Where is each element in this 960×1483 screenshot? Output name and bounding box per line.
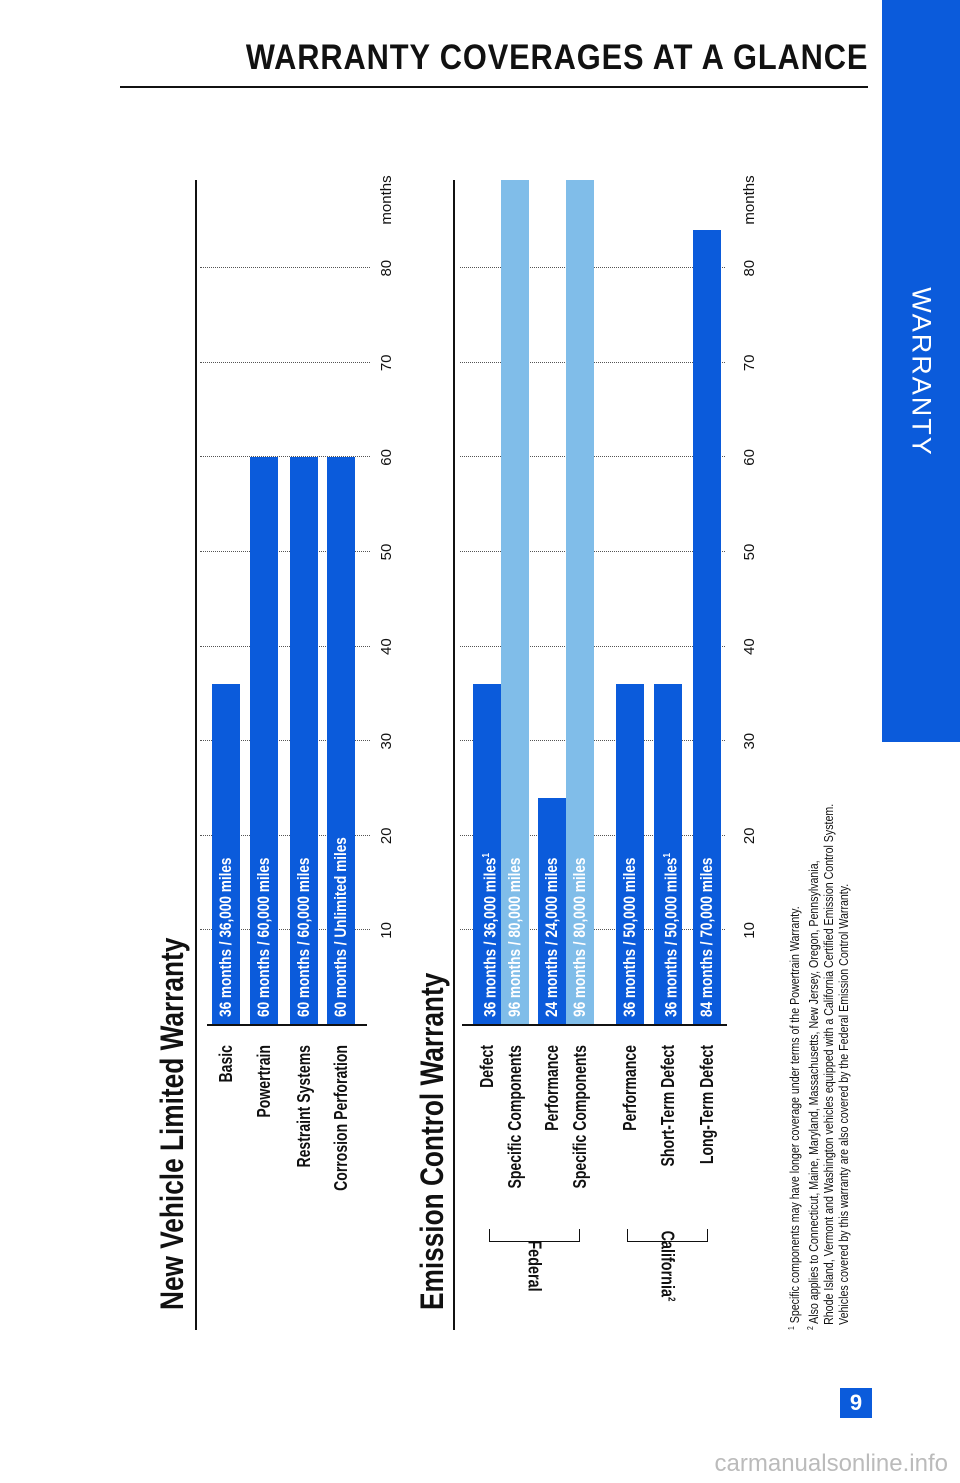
bar-label: 24 months / 24,000 miles bbox=[538, 857, 566, 1017]
bar-label: 96 months / 80,000 miles bbox=[566, 857, 594, 1017]
group-label-text: California bbox=[657, 1230, 677, 1297]
x-tick-label: 80 bbox=[741, 259, 758, 277]
watermark: carmanualsonline.info bbox=[714, 1450, 948, 1477]
bar-label-text: 24 months / 24,000 miles bbox=[542, 857, 561, 1017]
x-tick-label: 40 bbox=[378, 638, 395, 655]
footnote-mark: 1 bbox=[787, 1326, 796, 1330]
footnote-mark: 1 bbox=[662, 853, 673, 858]
bar-label-text: 36 months / 36,000 miles bbox=[480, 857, 500, 1017]
x-tick-label: 10 bbox=[378, 922, 395, 939]
bar-label-text: 96 months / 80,000 miles bbox=[505, 857, 524, 1017]
x-tick-label: 30 bbox=[741, 732, 758, 750]
x-tick-label: 60 bbox=[378, 449, 395, 466]
x-tick-label: 10 bbox=[741, 922, 758, 939]
bar-label-text: 84 months / 70,000 miles bbox=[697, 857, 716, 1017]
x-axis-label: months bbox=[741, 175, 758, 225]
page-number: 9 bbox=[840, 1388, 872, 1418]
footnote-line-text: Vehicles covered by this warranty are al… bbox=[837, 883, 852, 1325]
x-axis-label: months bbox=[378, 175, 395, 225]
bar-label-text: 60 months / 60,000 miles bbox=[294, 857, 313, 1017]
side-tab-band: WARRANTY bbox=[882, 0, 960, 742]
chart-title-new-vehicle: New Vehicle Limited Warranty bbox=[154, 937, 190, 1310]
header-divider bbox=[120, 86, 868, 88]
zero-axis bbox=[207, 1024, 367, 1026]
bar-label-text: 36 months / 50,000 miles bbox=[620, 857, 639, 1017]
footnote-mark: 1 bbox=[481, 853, 492, 858]
row-label: Basic bbox=[216, 1045, 236, 1083]
gridline bbox=[200, 361, 370, 363]
chart-title-emission: Emission Control Warranty bbox=[414, 972, 450, 1310]
footnote-line-text: Specific components may have longer cove… bbox=[788, 906, 803, 1324]
bar-label: 84 months / 70,000 miles bbox=[693, 857, 721, 1017]
x-tick-label: 60 bbox=[741, 449, 758, 466]
bar-label-text: 96 months / 80,000 miles bbox=[570, 857, 589, 1017]
bar-label: 36 months / 50,000 miles1 bbox=[654, 853, 686, 1017]
footnotes: 1 Specific components may have longer co… bbox=[784, 711, 852, 1330]
section-divider bbox=[453, 180, 455, 1330]
x-tick-label: 50 bbox=[741, 543, 758, 561]
row-label: Corrosion Perforation bbox=[331, 1045, 351, 1191]
footnote-line: 1 Specific components may have longer co… bbox=[784, 804, 803, 1330]
bar-label-text: 60 months / 60,000 miles bbox=[254, 857, 273, 1017]
group-label: California2 bbox=[656, 1231, 677, 1302]
footnote-line: Rhode Island, Vermont and Washington veh… bbox=[822, 804, 837, 1330]
bar-label: 60 months / 60,000 miles bbox=[290, 857, 318, 1017]
group-label-text: Federal bbox=[524, 1240, 544, 1292]
bar-label-text: 36 months / 36,000 miles bbox=[216, 857, 235, 1017]
side-tab-label: WARRANTY bbox=[906, 287, 937, 457]
group-label: Federal bbox=[523, 1240, 544, 1291]
x-tick-label: 70 bbox=[741, 354, 758, 372]
x-tick-label: 50 bbox=[378, 543, 395, 561]
zero-axis bbox=[462, 1024, 727, 1026]
bar-label: 96 months / 80,000 miles bbox=[501, 857, 529, 1017]
bar-label: 60 months / Unlimited miles bbox=[327, 837, 355, 1017]
bar-label: 36 months / 36,000 miles1 bbox=[473, 853, 505, 1017]
row-label: Restraint Systems bbox=[294, 1045, 314, 1168]
footnote-line-text: Also applies to Connecticut, Maine, Mary… bbox=[807, 860, 822, 1324]
x-tick-label: 20 bbox=[741, 827, 758, 845]
x-tick-label: 20 bbox=[378, 827, 395, 845]
page-title: WARRANTY COVERAGES AT A GLANCE bbox=[245, 38, 868, 77]
x-tick-label: 40 bbox=[741, 638, 758, 655]
bar-label: 36 months / 36,000 miles bbox=[212, 857, 240, 1017]
footnote-text: 1 Specific components may have longer co… bbox=[784, 804, 852, 1330]
footnote-line: 2 Also applies to Connecticut, Maine, Ma… bbox=[803, 804, 822, 1330]
footnote-line: Vehicles covered by this warranty are al… bbox=[837, 804, 852, 1330]
x-tick-label: 30 bbox=[378, 732, 395, 750]
footnote-mark: 2 bbox=[806, 1326, 816, 1330]
row-label: Powertrain bbox=[254, 1045, 274, 1118]
bar-label-text: 60 months / Unlimited miles bbox=[331, 837, 350, 1017]
warranty-charts: New Vehicle Limited Warranty Emission Co… bbox=[150, 160, 870, 1340]
x-tick-label: 80 bbox=[378, 259, 395, 277]
x-tick-label: 70 bbox=[378, 354, 395, 372]
footnote-line-text: Rhode Island, Vermont and Washington veh… bbox=[822, 803, 837, 1325]
footnote-mark: 2 bbox=[665, 1296, 676, 1302]
bar-label: 60 months / 60,000 miles bbox=[250, 857, 278, 1017]
section-divider bbox=[195, 180, 197, 1330]
bar-label-text: 36 months / 50,000 miles bbox=[661, 857, 681, 1017]
gridline bbox=[200, 267, 370, 269]
bar-label: 36 months / 50,000 miles bbox=[616, 857, 644, 1017]
